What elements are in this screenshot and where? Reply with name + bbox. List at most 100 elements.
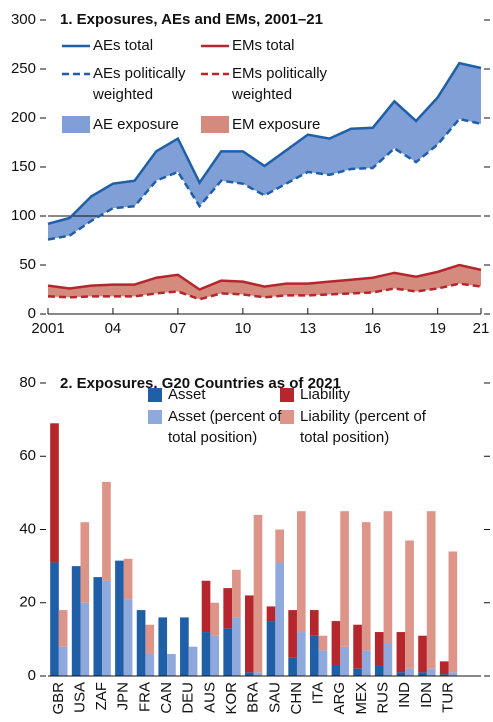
bar-segment	[448, 551, 458, 673]
bar-segment	[210, 635, 220, 676]
y-tick-label: 200	[11, 109, 36, 126]
bar-segment	[405, 668, 414, 676]
legend-swatch	[280, 410, 294, 424]
bar-segment	[309, 635, 319, 676]
bar-segment	[232, 617, 241, 676]
bar-segment	[253, 514, 263, 673]
bar-segment	[296, 632, 306, 676]
series-line	[47, 61, 482, 226]
chart-title: 2. Exposures, G20 Countries as of 2021	[60, 375, 341, 392]
legend-label: EM exposure	[232, 116, 321, 133]
bar-segment	[136, 610, 146, 676]
bar-segment	[396, 672, 406, 676]
bar-segment	[426, 668, 436, 676]
x-tick-label: CHN	[288, 682, 305, 715]
bar-segment	[158, 617, 168, 676]
bar-segment	[426, 511, 436, 669]
bar-segment	[266, 621, 276, 676]
x-tick-label: 04	[105, 320, 122, 337]
bar-segment	[71, 566, 81, 676]
bar-segment	[58, 646, 68, 676]
legend-label: Liability (percent of total position)	[300, 408, 426, 446]
bar-segment	[439, 674, 449, 676]
bar-segment	[439, 661, 449, 675]
chart-title: 1. Exposures, AEs and EMs, 2001–21	[60, 11, 323, 28]
bar-segment	[318, 650, 328, 676]
x-tick-label: RUS	[375, 682, 392, 714]
series-line	[47, 263, 482, 291]
bar-segment	[288, 657, 297, 676]
y-tick-label: 50	[19, 256, 36, 273]
bar-segment	[253, 672, 263, 676]
x-tick-label: 21	[473, 320, 490, 337]
bar-segment	[201, 580, 211, 633]
bar-segment	[331, 621, 341, 666]
bar-segment	[353, 668, 362, 676]
bar-segment	[93, 577, 103, 676]
x-tick-label: GBR	[50, 682, 67, 715]
bar-segment	[448, 672, 458, 676]
legend-swatch	[280, 388, 294, 402]
x-tick-label: 10	[235, 320, 252, 337]
x-tick-label: 13	[299, 320, 316, 337]
bar-segment	[383, 511, 393, 644]
x-tick-label: 19	[429, 320, 446, 337]
bar-segment	[223, 628, 233, 676]
x-tick-label: ZAF	[93, 682, 110, 710]
bar-segment	[50, 423, 59, 563]
x-tick-label: CAN	[158, 682, 175, 714]
bar-segment	[58, 610, 68, 647]
legend-swatch	[201, 116, 229, 133]
legend-label: AEs total	[93, 37, 154, 54]
x-tick-label: 16	[364, 320, 381, 337]
legend-label: AE exposure	[93, 116, 179, 133]
legend-label: EMs politically weighted	[232, 65, 328, 103]
bar-segment	[296, 511, 306, 633]
x-tick-label: SAU	[266, 682, 283, 713]
x-tick-label: BRA	[245, 682, 262, 713]
bar-segment	[115, 560, 124, 676]
legend-label: Asset	[168, 386, 206, 403]
y-tick-label: 300	[11, 11, 36, 28]
bar-segment	[223, 588, 233, 629]
bar-segment	[102, 481, 111, 581]
y-tick-label: 20	[19, 594, 36, 611]
bar-segment	[309, 610, 319, 636]
bar-segment	[102, 580, 111, 676]
legend-label: EMs total	[232, 37, 295, 54]
legend-label: Liability	[300, 386, 351, 403]
bar-segment	[232, 569, 241, 618]
y-tick-label: 100	[11, 207, 36, 224]
bar-segment	[145, 654, 155, 676]
bar-segment	[418, 672, 427, 676]
legend-swatch	[148, 410, 162, 424]
x-tick-label: JPN	[115, 682, 132, 710]
bar-segment	[266, 606, 276, 622]
x-tick-label: MEX	[353, 682, 370, 715]
bar-segment	[275, 562, 284, 676]
y-tick-label: 80	[19, 374, 36, 391]
bar-segment	[396, 632, 406, 673]
series-line	[47, 117, 482, 241]
y-tick-label: 150	[11, 158, 36, 175]
bar-segment	[405, 540, 414, 669]
legend-swatch	[148, 388, 162, 402]
series-line	[47, 282, 482, 301]
x-tick-label: AUS	[201, 682, 218, 713]
y-tick-label: 60	[19, 447, 36, 464]
x-tick-label: FRA	[136, 682, 153, 712]
bar-segment	[374, 665, 384, 676]
bar-segment	[383, 643, 393, 676]
x-tick-label: ITA	[310, 682, 327, 704]
bar-segment	[50, 562, 59, 676]
bar-segment	[245, 595, 254, 673]
bar-segment	[275, 529, 284, 563]
bar-segment	[361, 522, 371, 651]
bar-segment	[318, 635, 328, 651]
bar-segment	[201, 632, 211, 676]
x-tick-label: ARG	[331, 682, 348, 715]
exposure-area	[48, 265, 481, 300]
x-tick-label: KOR	[223, 682, 240, 715]
